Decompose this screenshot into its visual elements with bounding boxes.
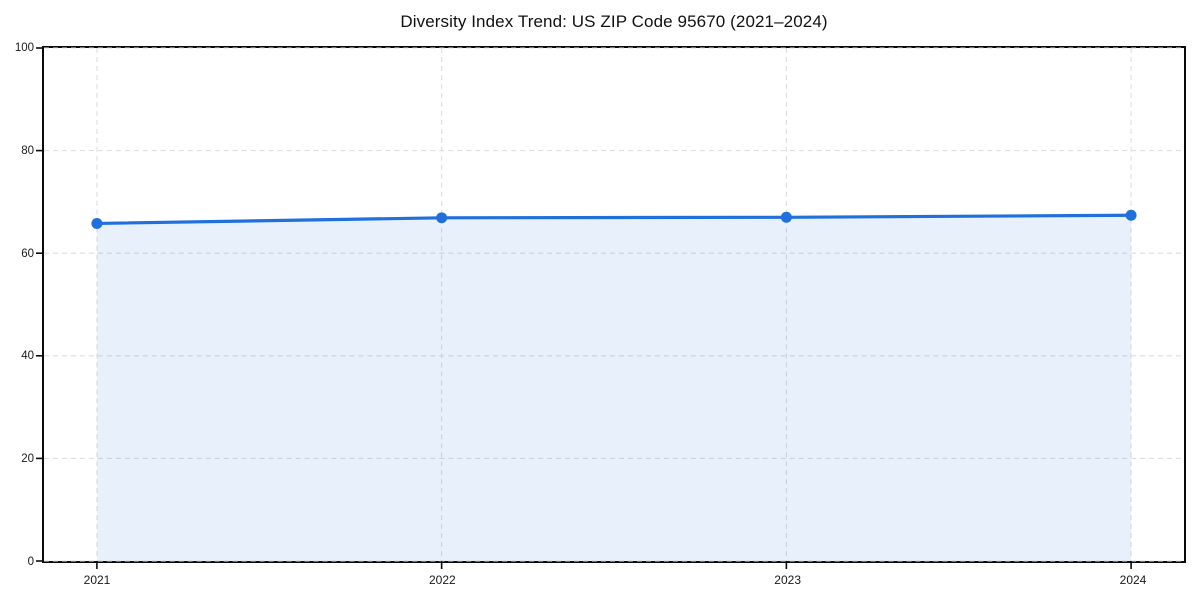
- y-tick-label: 40: [21, 350, 34, 363]
- y-tick-label: 60: [21, 247, 34, 260]
- x-tick-label: 2022: [428, 573, 456, 587]
- y-tick-label: 100: [14, 42, 34, 54]
- data-point-marker: [780, 211, 792, 223]
- data-point-marker: [91, 217, 103, 229]
- x-tick-label: 2023: [774, 573, 801, 587]
- y-tick-label: 20: [21, 453, 34, 466]
- plot-area: [36, 46, 1186, 569]
- y-tick-label: 80: [21, 144, 34, 157]
- area-fill: [96, 215, 1132, 562]
- chart-title: Diversity Index Trend: US ZIP Code 95670…: [400, 12, 828, 31]
- x-tick-label: 2024: [1119, 573, 1147, 587]
- x-tick-label: 2021: [83, 573, 111, 587]
- line-chart-canvas: [36, 47, 1184, 569]
- y-tick-label: 0: [27, 556, 34, 568]
- data-point-marker: [436, 212, 448, 224]
- trend-line: [95, 213, 1133, 226]
- data-point-marker: [1125, 209, 1137, 221]
